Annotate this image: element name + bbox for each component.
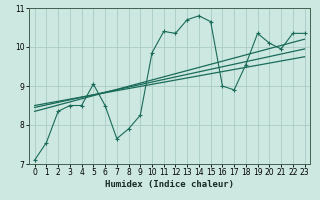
X-axis label: Humidex (Indice chaleur): Humidex (Indice chaleur) — [105, 180, 234, 189]
